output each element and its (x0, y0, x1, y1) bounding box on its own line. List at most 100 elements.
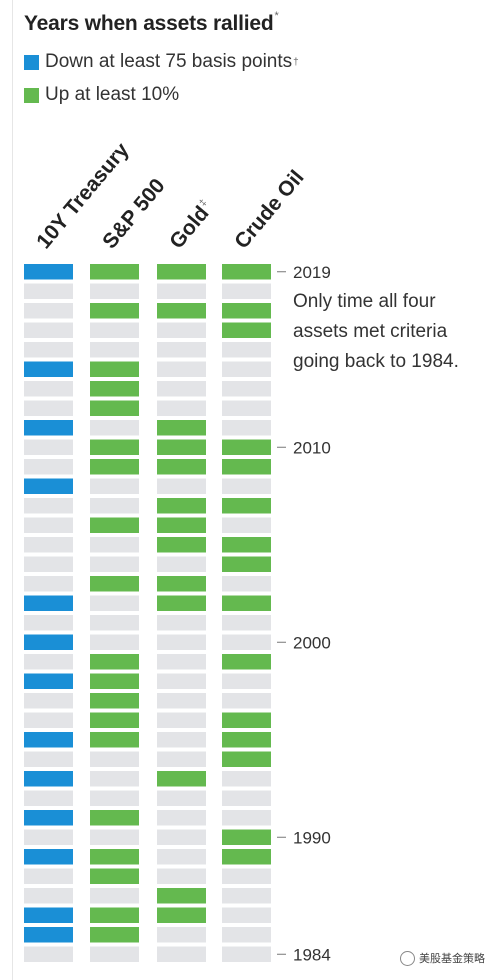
cell-crude-oil-2018 (222, 283, 271, 299)
cell-crude-oil-2011 (222, 420, 271, 436)
cell-sp500-2014 (90, 361, 139, 377)
cell-treasury-1987 (24, 888, 73, 904)
cell-treasury-2012 (24, 400, 73, 416)
cell-crude-oil-2004 (222, 556, 271, 572)
cell-treasury-1989 (24, 849, 73, 865)
cell-gold-1999 (157, 654, 206, 670)
legend-swatch-green (24, 87, 39, 103)
cell-treasury-2011 (24, 420, 73, 436)
year-tick-label-2019: 2019 (293, 263, 331, 282)
wechat-icon (400, 950, 415, 966)
year-tick-label-2010: 2010 (293, 438, 331, 457)
cell-crude-oil-1987 (222, 888, 271, 904)
cell-sp500-1985 (90, 927, 139, 943)
cell-gold-1987 (157, 888, 206, 904)
cell-crude-oil-1984 (222, 946, 271, 962)
cell-crude-oil-1995 (222, 732, 271, 748)
cell-treasury-1999 (24, 654, 73, 670)
cell-crude-oil-1999 (222, 654, 271, 670)
cell-gold-2013 (157, 381, 206, 397)
legend-swatch-blue (24, 54, 39, 70)
cell-sp500-2012 (90, 400, 139, 416)
legend-item-treasury: Down at least 75 basis points † (24, 51, 299, 73)
cell-gold-2015 (157, 342, 206, 358)
left-border (12, 0, 13, 980)
cell-crude-oil-2008 (222, 478, 271, 494)
cell-gold-2000 (157, 634, 206, 650)
cell-treasury-2016 (24, 322, 73, 338)
cell-sp500-1991 (90, 810, 139, 826)
cell-gold-2018 (157, 283, 206, 299)
cell-gold-2003 (157, 576, 206, 592)
cell-sp500-2018 (90, 283, 139, 299)
cell-gold-1996 (157, 712, 206, 728)
cell-treasury-1994 (24, 751, 73, 767)
chart-title: Years when assets rallied* (24, 10, 279, 35)
cell-crude-oil-1986 (222, 907, 271, 923)
cell-treasury-1998 (24, 673, 73, 689)
cell-treasury-2014 (24, 361, 73, 377)
cell-sp500-2015 (90, 342, 139, 358)
cell-treasury-1985 (24, 927, 73, 943)
cell-sp500-2006 (90, 517, 139, 533)
watermark-text: 美股基金策略 (419, 953, 485, 965)
cell-crude-oil-1992 (222, 790, 271, 806)
cell-sp500-1988 (90, 868, 139, 884)
cell-crude-oil-1993 (222, 771, 271, 787)
year-tick-label-1990: 1990 (293, 828, 331, 847)
cell-sp500-1996 (90, 712, 139, 728)
cell-gold-2019 (157, 264, 206, 280)
cell-sp500-1994 (90, 751, 139, 767)
cell-gold-1990 (157, 829, 206, 845)
cell-treasury-2004 (24, 556, 73, 572)
cell-gold-2004 (157, 556, 206, 572)
cell-crude-oil-2019 (222, 264, 271, 280)
cell-treasury-2002 (24, 595, 73, 611)
cell-gold-2017 (157, 303, 206, 319)
cell-gold-1994 (157, 751, 206, 767)
cell-crude-oil-1998 (222, 673, 271, 689)
cell-crude-oil-1997 (222, 693, 271, 709)
annotation-note: Only time all four assets met criteria g… (293, 291, 459, 372)
cell-treasury-2008 (24, 478, 73, 494)
cell-gold-2009 (157, 459, 206, 475)
cell-crude-oil-2015 (222, 342, 271, 358)
cell-sp500-2005 (90, 537, 139, 553)
cell-gold-1985 (157, 927, 206, 943)
cell-crude-oil-1991 (222, 810, 271, 826)
cell-treasury-2006 (24, 517, 73, 533)
cell-gold-1989 (157, 849, 206, 865)
legend-footnote-mark: † (293, 56, 299, 68)
cell-gold-1991 (157, 810, 206, 826)
cell-treasury-1988 (24, 868, 73, 884)
cell-treasury-1984 (24, 946, 73, 962)
cell-gold-2008 (157, 478, 206, 494)
cell-gold-2011 (157, 420, 206, 436)
cell-sp500-2007 (90, 498, 139, 514)
cell-treasury-1990 (24, 829, 73, 845)
cell-crude-oil-1988 (222, 868, 271, 884)
cell-gold-1997 (157, 693, 206, 709)
cell-crude-oil-2012 (222, 400, 271, 416)
cell-gold-2010 (157, 439, 206, 455)
title-footnote-mark: * (274, 10, 279, 22)
cell-gold-2016 (157, 322, 206, 338)
cell-sp500-1993 (90, 771, 139, 787)
cell-crude-oil-2003 (222, 576, 271, 592)
cell-treasury-2017 (24, 303, 73, 319)
cell-sp500-1997 (90, 693, 139, 709)
cell-treasury-2010 (24, 439, 73, 455)
cell-treasury-1993 (24, 771, 73, 787)
cell-sp500-2004 (90, 556, 139, 572)
cell-crude-oil-2010 (222, 439, 271, 455)
cell-crude-oil-2001 (222, 615, 271, 631)
cell-crude-oil-2009 (222, 459, 271, 475)
cell-crude-oil-1985 (222, 927, 271, 943)
legend-label-down: Down at least 75 basis points (45, 51, 293, 72)
cell-sp500-2009 (90, 459, 139, 475)
year-tick-label-2000: 2000 (293, 633, 331, 652)
cell-crude-oil-2014 (222, 361, 271, 377)
cell-crude-oil-2007 (222, 498, 271, 514)
cell-sp500-1998 (90, 673, 139, 689)
cell-sp500-2011 (90, 420, 139, 436)
